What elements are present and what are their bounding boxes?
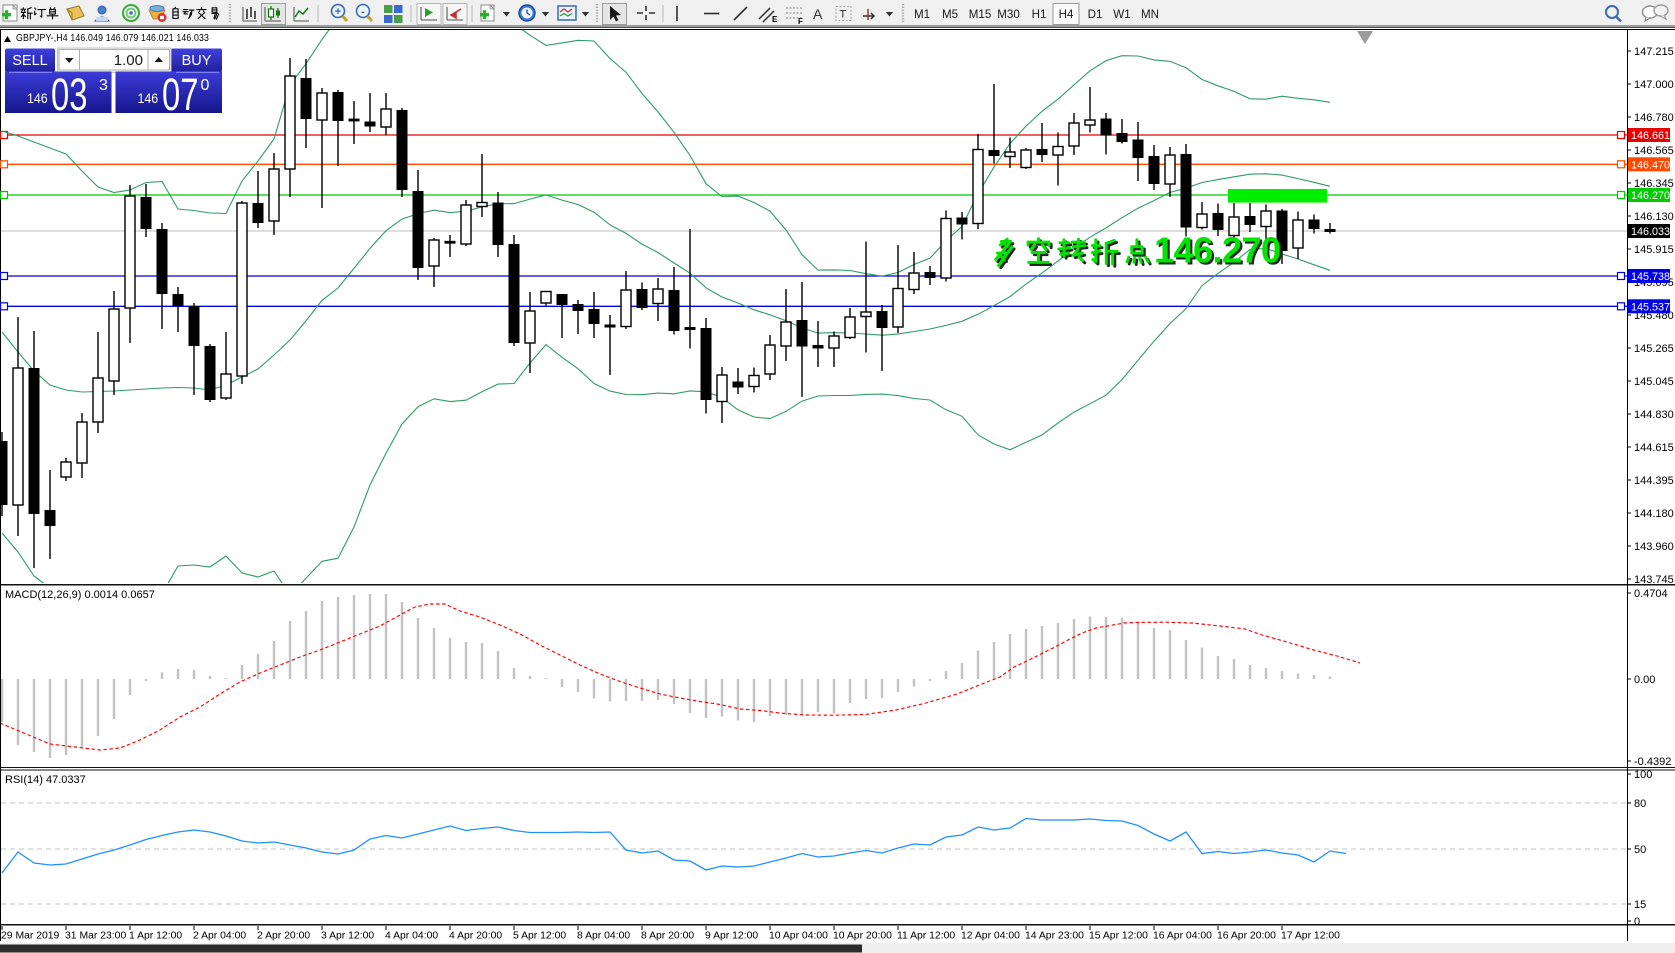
svg-text:M1: M1 — [914, 8, 930, 21]
svg-text:T: T — [840, 9, 847, 21]
svg-text:4 Apr 20:00: 4 Apr 20:00 — [449, 931, 502, 942]
svg-text:143.960: 143.960 — [1634, 541, 1674, 553]
svg-text:144.615: 144.615 — [1634, 442, 1674, 454]
svg-text:146.661: 146.661 — [1631, 130, 1670, 142]
svg-text:0.4704: 0.4704 — [1634, 588, 1668, 600]
svg-text:16 Apr 04:00: 16 Apr 04:00 — [1153, 931, 1212, 942]
svg-text:146: 146 — [138, 91, 159, 107]
svg-text:0.00: 0.00 — [1634, 674, 1655, 686]
svg-text:-0.4392: -0.4392 — [1634, 756, 1671, 768]
svg-text:14 Apr 23:00: 14 Apr 23:00 — [1025, 931, 1084, 942]
svg-text:31 Mar 23:00: 31 Mar 23:00 — [65, 931, 126, 942]
svg-text:29 Mar 2019: 29 Mar 2019 — [1, 931, 60, 942]
svg-text:F: F — [798, 17, 803, 26]
svg-text:50: 50 — [1634, 844, 1646, 856]
svg-text:0: 0 — [1634, 916, 1640, 928]
svg-text:1 Apr 12:00: 1 Apr 12:00 — [129, 931, 182, 942]
svg-text:146.270: 146.270 — [1631, 190, 1670, 202]
svg-text:17 Apr 12:00: 17 Apr 12:00 — [1281, 931, 1340, 942]
svg-text:SELL: SELL — [12, 53, 47, 69]
svg-text:H4: H4 — [1059, 8, 1074, 21]
svg-text:146: 146 — [27, 91, 48, 107]
svg-text:H1: H1 — [1032, 8, 1047, 21]
svg-text:4 Apr 04:00: 4 Apr 04:00 — [385, 931, 438, 942]
svg-text:146.270: 146.270 — [1156, 232, 1282, 273]
svg-text:BUY: BUY — [182, 53, 212, 69]
svg-text:A: A — [813, 6, 823, 22]
svg-text:144.395: 144.395 — [1634, 475, 1674, 487]
svg-text:0: 0 — [201, 77, 210, 94]
svg-text:M15: M15 — [969, 8, 992, 21]
svg-text:100: 100 — [1634, 769, 1652, 781]
svg-text:+: + — [335, 6, 341, 18]
svg-text:145.738: 145.738 — [1631, 271, 1670, 283]
svg-text:15: 15 — [1634, 899, 1646, 911]
svg-text:M5: M5 — [942, 8, 958, 21]
svg-text:10 Apr 20:00: 10 Apr 20:00 — [833, 931, 892, 942]
svg-text:M30: M30 — [997, 8, 1020, 21]
svg-text:11 Apr 12:00: 11 Apr 12:00 — [897, 931, 955, 942]
svg-text:144.180: 144.180 — [1634, 508, 1674, 520]
svg-text:147.000: 147.000 — [1634, 79, 1674, 91]
svg-text:GBPJPY-,H4 146.049 146.079 14: GBPJPY-,H4 146.049 146.079 146.021 146.0… — [16, 32, 209, 44]
svg-text:W1: W1 — [1113, 8, 1130, 21]
svg-text:15 Apr 12:00: 15 Apr 12:00 — [1089, 931, 1148, 942]
svg-text:145.915: 145.915 — [1634, 244, 1674, 256]
svg-text:143.745: 143.745 — [1634, 574, 1674, 586]
svg-text:80: 80 — [1634, 798, 1646, 810]
svg-text:146.470: 146.470 — [1631, 160, 1670, 172]
svg-text:145.265: 145.265 — [1634, 343, 1674, 355]
svg-text:3: 3 — [99, 77, 108, 94]
svg-text:8 Apr 20:00: 8 Apr 20:00 — [641, 931, 694, 942]
svg-text:146.130: 146.130 — [1634, 211, 1674, 223]
svg-text:-: - — [361, 6, 365, 18]
svg-text:1.00: 1.00 — [114, 52, 143, 69]
svg-text:MN: MN — [1141, 8, 1159, 21]
svg-text:3 Apr 12:00: 3 Apr 12:00 — [321, 931, 374, 942]
svg-text:D1: D1 — [1088, 8, 1103, 21]
svg-text:5 Apr 12:00: 5 Apr 12:00 — [513, 931, 566, 942]
svg-text:146.270: 146.270 — [1154, 230, 1280, 271]
svg-text:RSI(14) 47.0337: RSI(14) 47.0337 — [5, 774, 86, 786]
svg-text:E: E — [772, 15, 778, 24]
svg-text:07: 07 — [162, 70, 198, 120]
svg-text:2 Apr 20:00: 2 Apr 20:00 — [257, 931, 310, 942]
svg-text:146.345: 146.345 — [1634, 178, 1674, 190]
svg-text:146.033: 146.033 — [1631, 226, 1670, 238]
svg-text:03: 03 — [51, 70, 87, 120]
svg-text:16 Apr 20:00: 16 Apr 20:00 — [1217, 931, 1276, 942]
svg-text:145.537: 145.537 — [1631, 302, 1670, 314]
svg-text:146.565: 146.565 — [1634, 145, 1674, 157]
svg-text:145.045: 145.045 — [1634, 376, 1674, 388]
svg-text:8 Apr 04:00: 8 Apr 04:00 — [577, 931, 630, 942]
svg-text:2 Apr 04:00: 2 Apr 04:00 — [193, 931, 246, 942]
svg-text:144.830: 144.830 — [1634, 409, 1674, 421]
svg-text:10 Apr 04:00: 10 Apr 04:00 — [769, 931, 828, 942]
svg-text:MACD(12,26,9) 0.0014 0.0657: MACD(12,26,9) 0.0014 0.0657 — [5, 589, 155, 601]
svg-text:146.780: 146.780 — [1634, 112, 1674, 124]
svg-text:12 Apr 04:00: 12 Apr 04:00 — [961, 931, 1020, 942]
svg-text:147.215: 147.215 — [1634, 46, 1674, 58]
svg-text:9 Apr 12:00: 9 Apr 12:00 — [705, 931, 758, 942]
